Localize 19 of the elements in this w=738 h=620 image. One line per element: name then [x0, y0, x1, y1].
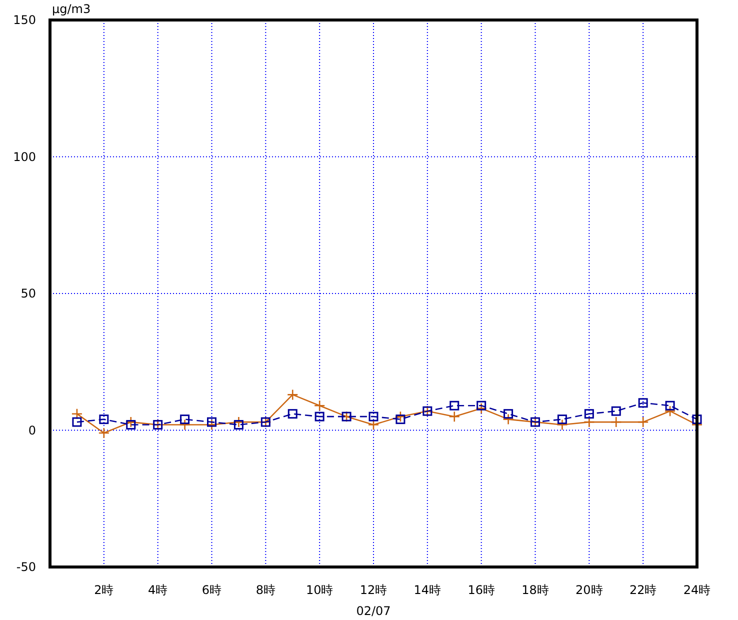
y-tick-label: 0 [28, 423, 36, 438]
x-tick-label: 22時 [629, 583, 657, 597]
x-tick-label: 4時 [148, 583, 168, 597]
y-tick-label: 100 [13, 150, 36, 164]
x-tick-label: 12時 [360, 583, 388, 597]
x-tick-label: 10時 [306, 583, 334, 597]
x-tick-label: 24時 [683, 583, 711, 597]
y-tick-label: 150 [13, 13, 36, 27]
x-axis-title: 02/07 [356, 604, 391, 618]
x-tick-label: 6時 [202, 583, 222, 597]
x-tick-label: 20時 [576, 583, 603, 597]
x-tick-label: 8時 [256, 583, 276, 597]
x-tick-label: 18時 [522, 583, 549, 597]
x-tick-label: 14時 [414, 583, 442, 597]
y-axis-title: μg/m3 [52, 2, 91, 16]
y-tick-label: 50 [20, 286, 36, 300]
y-tick-label: -50 [16, 560, 36, 574]
x-tick-label: 16時 [468, 583, 495, 597]
x-tick-label: 2時 [94, 583, 114, 597]
